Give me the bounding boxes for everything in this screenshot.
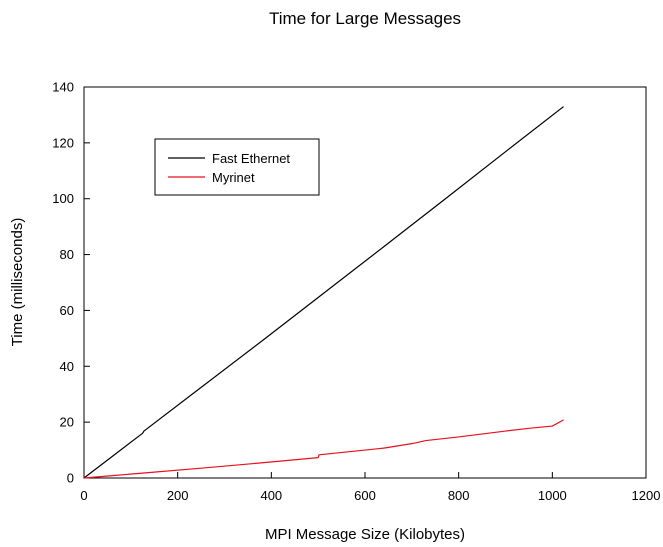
x-tick-label: 1200 — [632, 488, 661, 503]
x-tick-label: 600 — [354, 488, 376, 503]
y-tick-label: 40 — [60, 359, 74, 374]
y-tick-label: 60 — [60, 303, 74, 318]
ticks-layer: 0 200 400 600 800 1000 1200 0 20 40 60 80 100 120 140 — [52, 80, 660, 504]
y-tick-label: 20 — [60, 415, 74, 430]
x-axis-label: MPI Message Size (Kilobytes) — [265, 526, 465, 543]
y-tick-label: 140 — [52, 80, 74, 95]
legend-label-myrinet: Myrinet — [212, 170, 255, 185]
legend: Fast Ethernet Myrinet — [154, 138, 320, 196]
y-tick-label: 120 — [52, 135, 74, 150]
chart-title: Time for Large Messages — [269, 9, 461, 28]
y-axis-label: Time (milliseconds) — [9, 218, 26, 347]
series-line-myrinet — [83, 419, 564, 479]
legend-box — [154, 138, 320, 196]
legend-label-fast-ethernet: Fast Ethernet — [212, 151, 290, 166]
x-tick-label: 200 — [167, 488, 189, 503]
series-layer — [83, 106, 564, 479]
x-tick-label: 400 — [260, 488, 282, 503]
y-tick-label: 80 — [60, 247, 74, 262]
x-tick-label: 800 — [448, 488, 470, 503]
y-tick-label: 0 — [67, 471, 74, 486]
series-line-fast-ethernet — [83, 106, 564, 479]
y-tick-label: 100 — [52, 191, 74, 206]
x-tick-label: 0 — [80, 488, 87, 503]
x-tick-label: 1000 — [538, 488, 567, 503]
